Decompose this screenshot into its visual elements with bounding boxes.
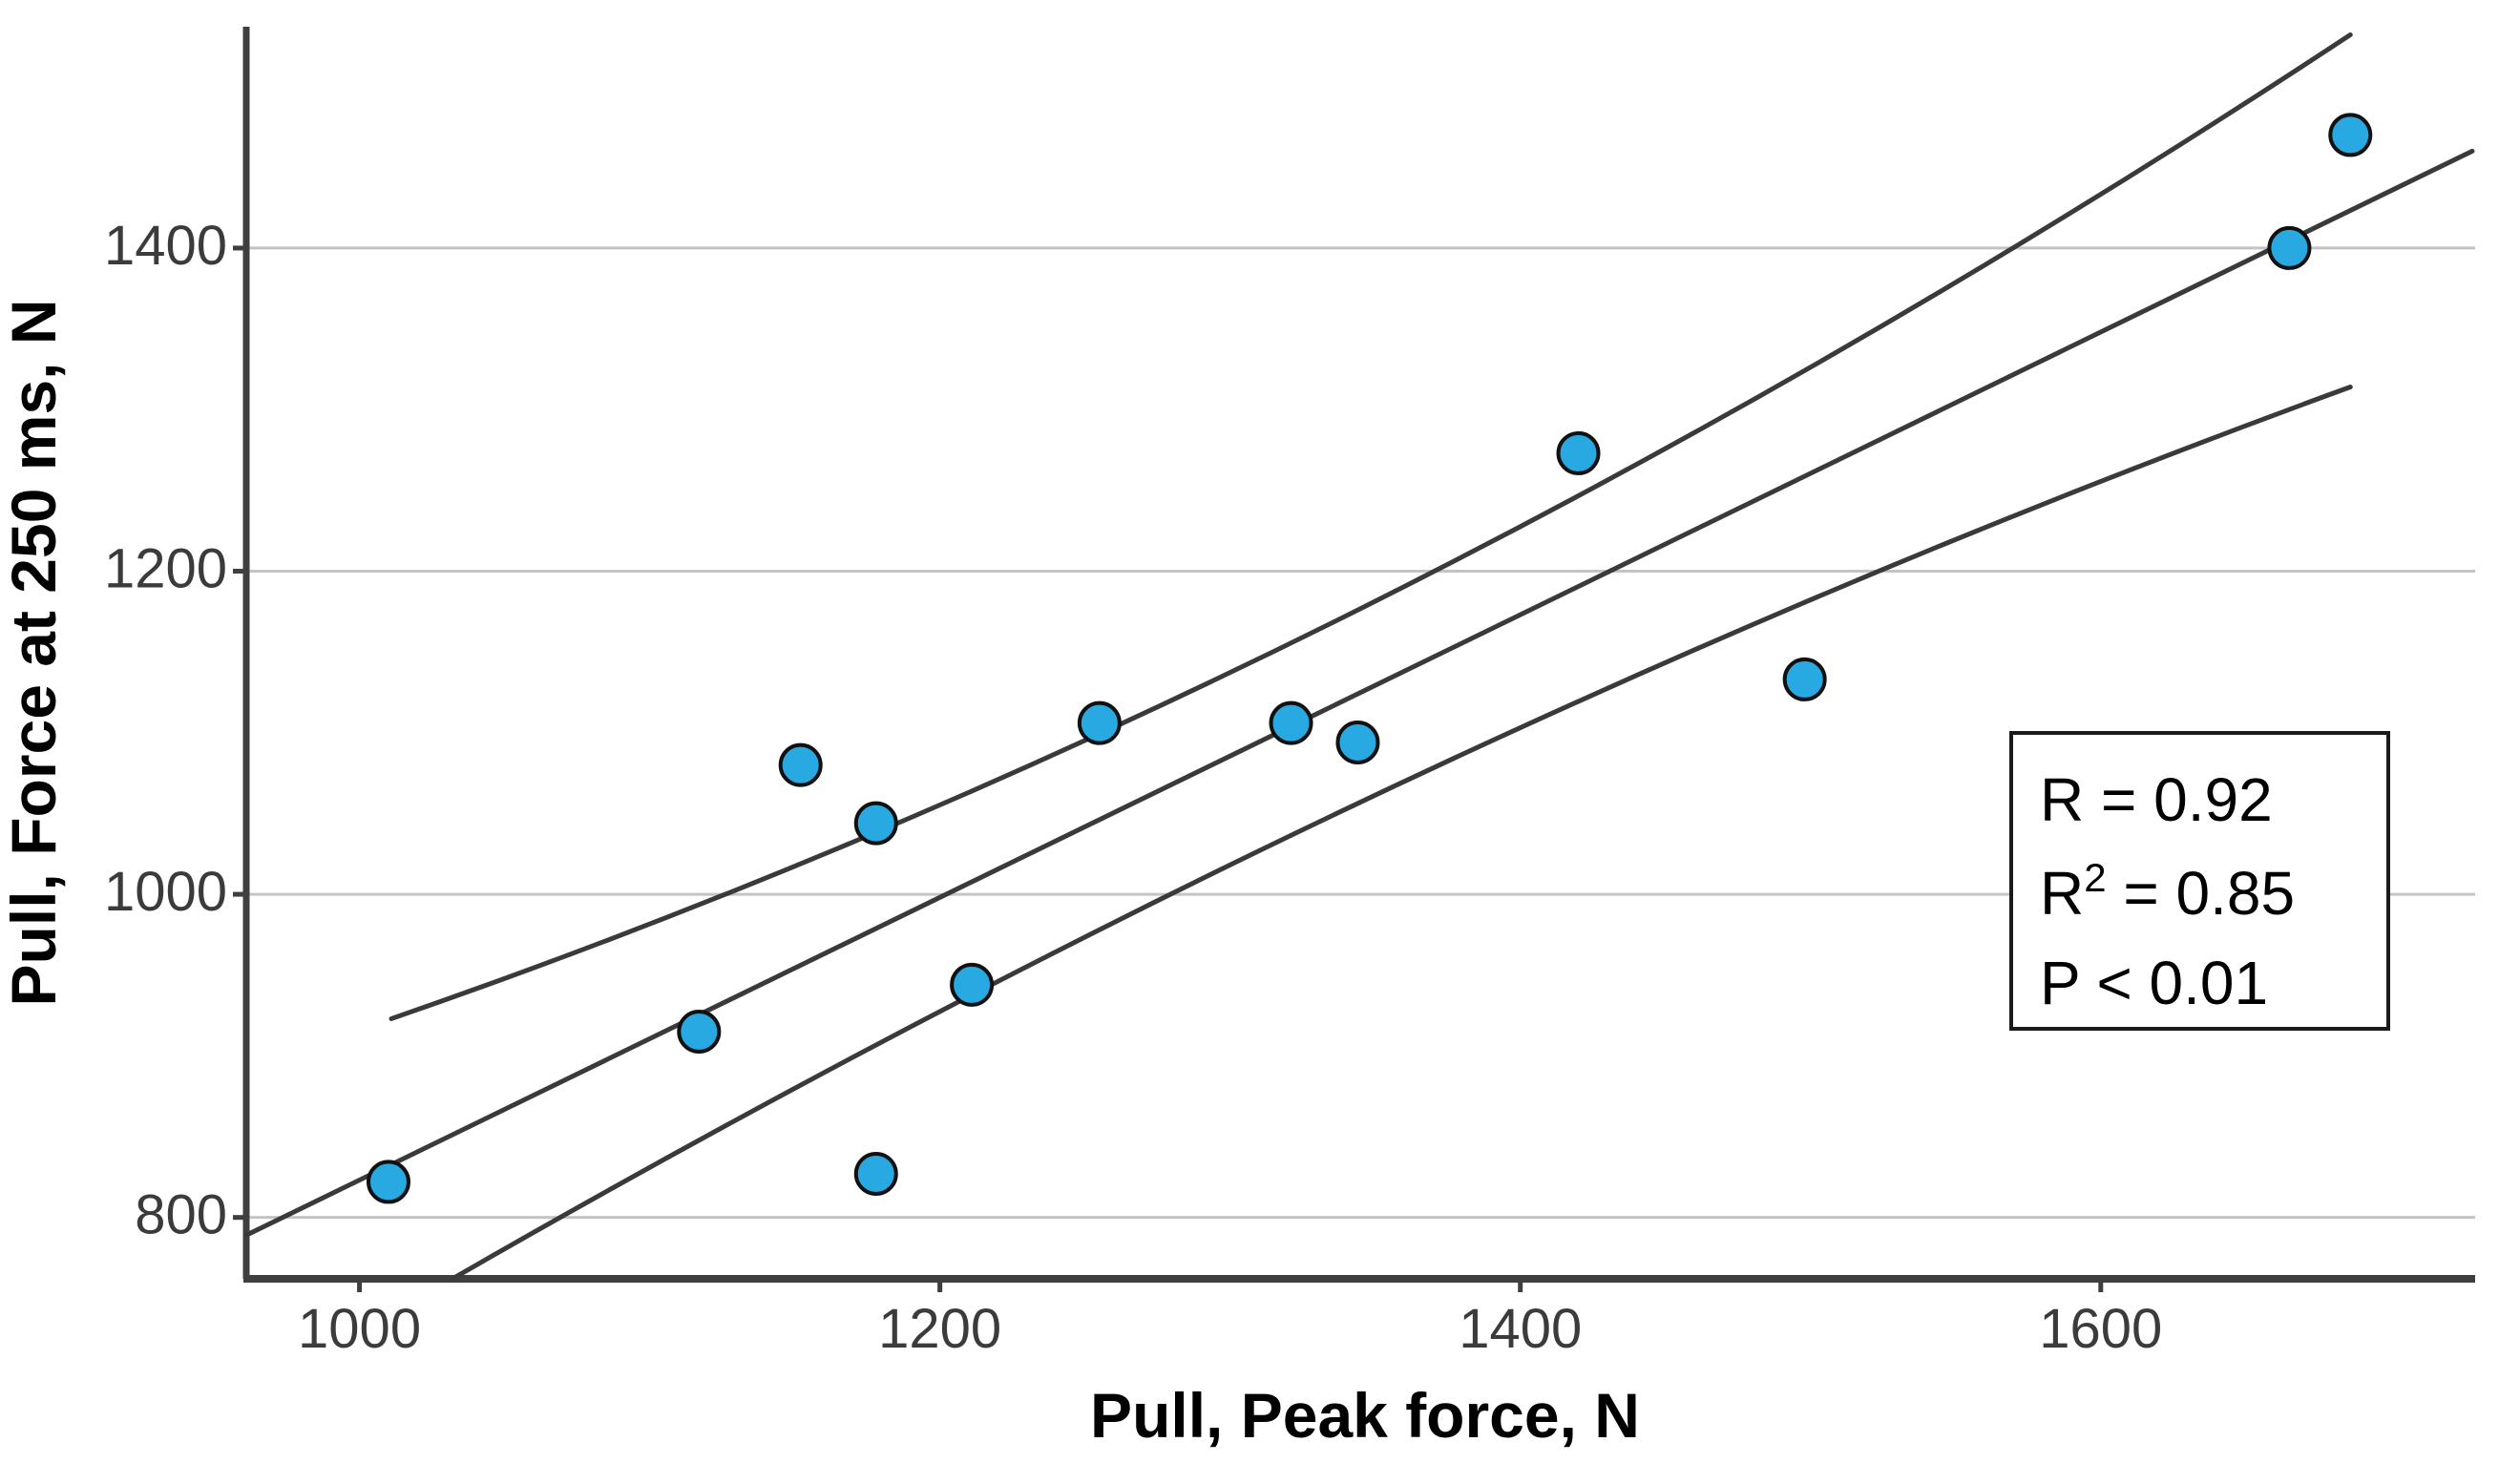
regression-line	[243, 148, 2475, 1238]
data-point	[1077, 700, 1122, 745]
tick-labels: 1000 1200 1400 1600 800 1000 1200 1400	[104, 215, 2162, 1360]
x-tick-label: 1000	[298, 1298, 421, 1360]
stats-box-border	[2009, 731, 2390, 1031]
data-point	[1335, 720, 1380, 764]
tick-marks	[233, 245, 2104, 1292]
axes	[242, 27, 2475, 1283]
axis-titles: Pull, Peak force, N Pull, Force at 250 ms…	[0, 300, 1640, 1451]
data-point	[1556, 430, 1601, 475]
data-point	[1269, 700, 1313, 745]
x-tick-label: 1600	[2039, 1298, 2162, 1360]
x-tick-label: 1200	[878, 1298, 1001, 1360]
stats-line-r2: R2 = 0.85	[2040, 855, 2295, 928]
data-point	[950, 962, 995, 1007]
stats-box: R = 0.92 R2 = 0.85 P < 0.01	[2009, 731, 2390, 1031]
y-tick-label: 1400	[104, 215, 227, 277]
stats-line-p: P < 0.01	[2040, 949, 2268, 1017]
data-point	[1782, 657, 1827, 701]
data-point	[2328, 113, 2373, 157]
data-point	[677, 1009, 722, 1054]
ci-upper-line	[388, 31, 2353, 1021]
y-tick-label: 800	[135, 1184, 227, 1246]
stats-line-r: R = 0.92	[2040, 765, 2273, 834]
fit-lines	[243, 31, 2475, 1282]
data-point	[853, 801, 898, 846]
y-tick-label: 1200	[104, 538, 227, 600]
data-point	[778, 742, 823, 787]
data-point	[366, 1160, 410, 1204]
x-tick-label: 1400	[1459, 1298, 1582, 1360]
y-axis-title: Pull, Force at 250 ms, N	[0, 300, 69, 1007]
data-point	[2267, 225, 2312, 270]
data-point	[853, 1151, 898, 1196]
y-tick-label: 1000	[104, 861, 227, 923]
ci-lower-line	[450, 385, 2353, 1282]
data-points	[366, 113, 2373, 1204]
x-axis-title: Pull, Peak force, N	[1090, 1380, 1640, 1451]
